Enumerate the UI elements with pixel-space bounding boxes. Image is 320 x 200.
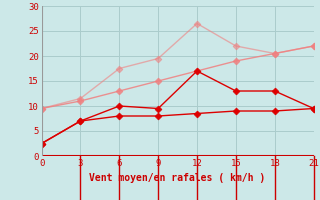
- X-axis label: Vent moyen/en rafales ( km/h ): Vent moyen/en rafales ( km/h ): [90, 173, 266, 183]
